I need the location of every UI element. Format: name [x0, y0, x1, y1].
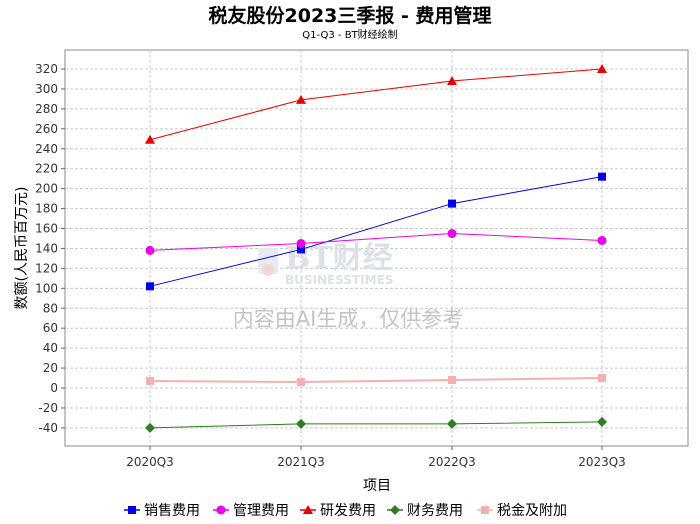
series-line	[149, 68, 603, 141]
legend-marker	[390, 505, 400, 515]
data-point	[296, 418, 306, 429]
y-tick-label: 140	[35, 241, 58, 255]
legend-item: 管理费用	[213, 503, 289, 519]
y-tick-label: 0	[50, 381, 58, 395]
chart-title: 税友股份2023三季报 - 费用管理	[209, 4, 492, 27]
y-tick-label: 120	[35, 261, 58, 275]
series-5	[146, 374, 606, 387]
legend-item: 研发费用	[300, 503, 376, 519]
data-point	[448, 376, 456, 385]
data-point	[145, 134, 155, 144]
y-tick-label: 280	[35, 102, 58, 116]
series-group	[145, 64, 607, 433]
y-axis-ticks: -40 -20 0 20 40 60 80 100 120 140 160 180 200 220 240 2…	[35, 62, 65, 435]
data-point	[297, 245, 305, 254]
legend-item: 财务费用	[387, 503, 463, 519]
data-point	[296, 238, 306, 248]
series-line	[149, 176, 603, 287]
legend-label: 研发费用	[320, 503, 376, 519]
data-point	[145, 245, 155, 255]
y-tick-label: 180	[35, 202, 58, 216]
watermark-logo-sub: BUSINESSTIMES	[285, 273, 393, 287]
y-tick-label: 160	[35, 222, 58, 236]
data-point	[598, 374, 606, 383]
y-tick-label: -40	[38, 421, 58, 435]
legend-item: 税金及附加	[477, 503, 567, 519]
data-point	[597, 416, 607, 427]
legend-marker	[128, 506, 136, 514]
data-point	[296, 94, 306, 104]
series-1	[146, 172, 606, 291]
series-line	[149, 232, 603, 251]
x-tick-label: 2020Q3	[126, 455, 174, 469]
data-point	[447, 418, 457, 429]
x-tick-label: 2022Q3	[428, 455, 476, 469]
legend: 销售费用 管理费用 研发费用 财务费用 税金及附加	[124, 503, 567, 519]
legend-label: 财务费用	[407, 503, 463, 519]
y-tick-label: 20	[43, 361, 58, 375]
y-tick-label: 100	[35, 281, 58, 295]
x-tick-label: 2021Q3	[277, 455, 325, 469]
y-tick-label: -20	[38, 401, 58, 415]
series-2	[145, 228, 607, 255]
y-tick-label: 320	[35, 62, 58, 76]
y-tick-label: 240	[35, 142, 58, 156]
y-tick-label: 80	[43, 301, 58, 315]
data-point	[598, 172, 606, 181]
series-line	[149, 377, 603, 384]
legend-marker	[216, 505, 226, 515]
data-point	[448, 199, 456, 208]
data-point	[447, 228, 457, 238]
series-4	[145, 416, 607, 433]
data-point	[597, 64, 607, 73]
y-tick-label: 300	[35, 82, 58, 96]
data-point	[145, 422, 155, 433]
data-point	[297, 378, 305, 387]
legend-label: 销售费用	[144, 503, 200, 519]
legend-marker	[303, 505, 313, 514]
y-tick-label: 260	[35, 122, 58, 136]
data-point	[146, 377, 154, 386]
watermark-logo-dot	[262, 264, 274, 276]
legend-label: 税金及附加	[497, 503, 567, 519]
data-point	[146, 282, 154, 291]
chart-subtitle: Q1-Q3 - BT财经绘制	[302, 28, 397, 41]
x-axis-label: 项目	[363, 478, 391, 494]
legend-marker	[481, 506, 489, 514]
x-axis-ticks: 2020Q3 2021Q3 2022Q3 2023Q3	[126, 446, 626, 469]
legend-item: 销售费用	[124, 503, 200, 519]
series-line	[149, 421, 603, 429]
data-point	[447, 75, 457, 85]
y-axis-label: 数额(人民币百万元)	[14, 187, 30, 310]
y-tick-label: 200	[35, 182, 58, 196]
y-tick-label: 220	[35, 162, 58, 176]
series-3	[145, 64, 607, 144]
y-tick-label: 40	[43, 341, 58, 355]
x-tick-label: 2023Q3	[578, 455, 626, 469]
data-point	[597, 235, 607, 245]
y-tick-label: 60	[43, 321, 58, 335]
legend-label: 管理费用	[233, 503, 289, 519]
watermark-notice: 内容由AI生成，仅供参考	[233, 307, 464, 331]
